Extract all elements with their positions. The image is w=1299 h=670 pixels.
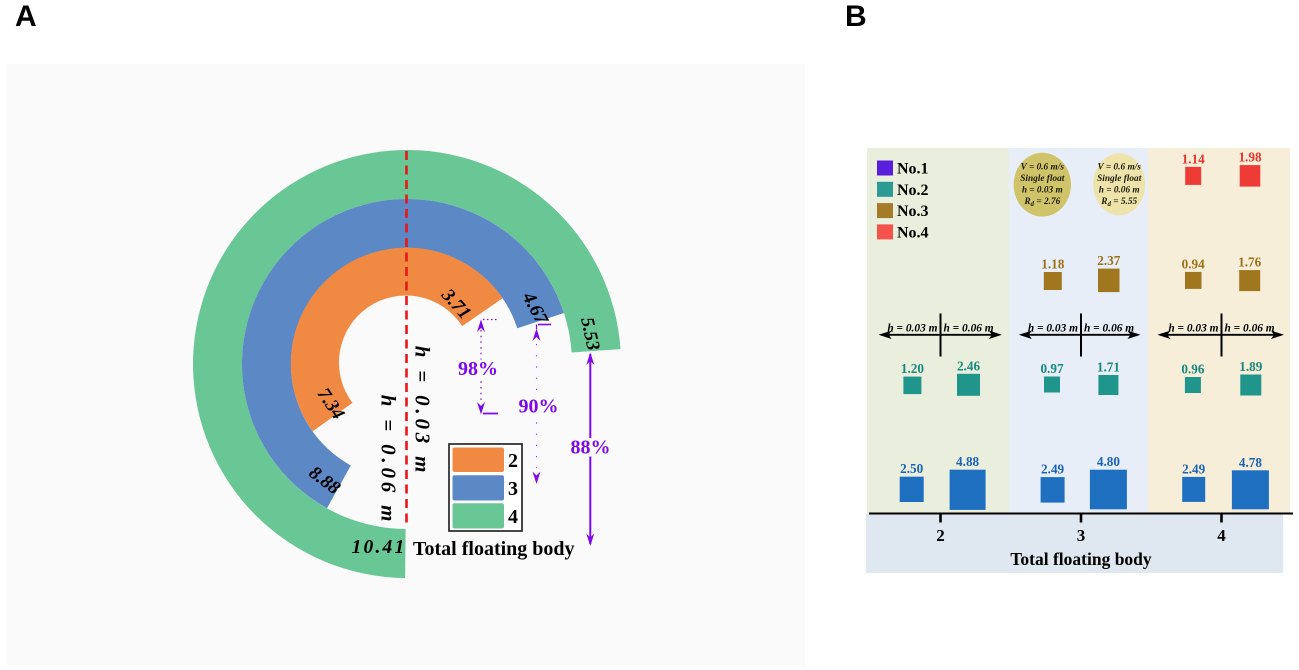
svg-text:88%: 88% (571, 437, 611, 459)
svg-text:Single float: Single float (1097, 174, 1142, 184)
svg-text:Rd = 5.55: Rd = 5.55 (1100, 197, 1137, 208)
svg-text:h = 0.03 m: h = 0.03 m (887, 323, 937, 335)
svg-text:0.94: 0.94 (1182, 256, 1205, 271)
svg-text:4.80: 4.80 (1097, 454, 1120, 469)
svg-text:4.78: 4.78 (1239, 455, 1262, 470)
svg-text:1.14: 1.14 (1182, 151, 1205, 166)
svg-text:2.49: 2.49 (1041, 462, 1064, 477)
svg-text:4: 4 (508, 506, 518, 528)
svg-text:1.89: 1.89 (1239, 359, 1262, 374)
svg-text:4.88: 4.88 (956, 454, 979, 469)
svg-text:B: B (845, 0, 867, 33)
svg-text:0.96: 0.96 (1181, 362, 1204, 377)
svg-text:1.20: 1.20 (901, 361, 924, 376)
svg-text:2: 2 (936, 526, 945, 545)
svg-text:h = 0.03 m: h = 0.03 m (1022, 186, 1063, 196)
svg-text:2.46: 2.46 (957, 358, 980, 373)
svg-text:V = 0.6 m/s: V = 0.6 m/s (1098, 163, 1142, 173)
svg-text:2.50: 2.50 (900, 461, 923, 476)
svg-text:V = 0.6 m/s: V = 0.6 m/s (1021, 163, 1065, 173)
svg-text:3: 3 (1077, 526, 1086, 545)
svg-text:0.97: 0.97 (1040, 361, 1063, 376)
svg-text:Total floating body: Total floating body (413, 538, 575, 560)
svg-text:h = 0.06 m: h = 0.06 m (1225, 323, 1275, 335)
svg-text:Total floating body: Total floating body (1010, 549, 1152, 569)
svg-text:2.49: 2.49 (1182, 461, 1205, 476)
svg-text:2: 2 (508, 450, 518, 472)
svg-text:1.18: 1.18 (1041, 257, 1064, 272)
svg-text:h = 0.06 m: h = 0.06 m (1099, 186, 1140, 196)
svg-text:h = 0.06 m: h = 0.06 m (944, 323, 994, 335)
svg-text:Single float: Single float (1020, 174, 1065, 184)
svg-text:Rd = 2.76: Rd = 2.76 (1023, 197, 1060, 208)
svg-text:No.2: No.2 (897, 182, 929, 199)
svg-text:No.3: No.3 (897, 203, 929, 220)
svg-text:No.1: No.1 (897, 161, 929, 178)
svg-text:10.41: 10.41 (352, 537, 407, 558)
svg-text:4: 4 (1217, 526, 1226, 545)
svg-text:1.76: 1.76 (1238, 255, 1261, 270)
svg-text:90%: 90% (519, 396, 559, 418)
svg-text:1.71: 1.71 (1097, 360, 1120, 375)
svg-text:h = 0.06 m: h = 0.06 m (1084, 323, 1134, 335)
svg-text:h = 0.03 m: h = 0.03 m (1168, 323, 1218, 335)
svg-text:1.98: 1.98 (1238, 150, 1261, 165)
svg-text:3: 3 (508, 478, 518, 500)
svg-text:No.4: No.4 (897, 224, 929, 241)
svg-text:h = 0.06 m: h = 0.06 m (377, 395, 401, 525)
svg-text:h = 0.03 m: h = 0.03 m (411, 346, 435, 476)
svg-text:2.37: 2.37 (1097, 253, 1120, 268)
svg-text:h = 0.03 m: h = 0.03 m (1028, 323, 1078, 335)
svg-text:98%: 98% (458, 358, 498, 380)
svg-text:A: A (15, 0, 37, 33)
